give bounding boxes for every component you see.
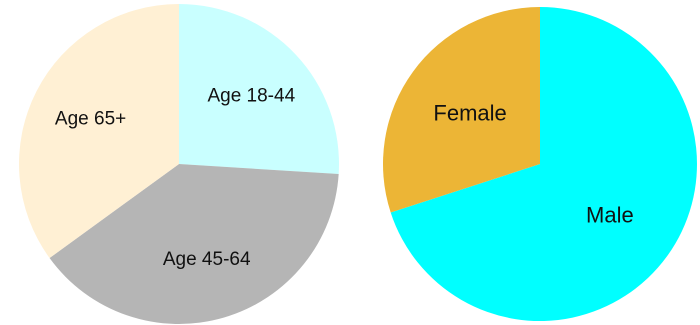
gender-slice-male bbox=[390, 7, 697, 322]
age-slice-age-18-44 bbox=[179, 4, 339, 175]
gender-label-male: Male bbox=[586, 202, 634, 227]
gender-pie-chart: Male Female bbox=[350, 0, 700, 325]
age-pie-chart: Age 18-44 Age 45-64 Age 65+ bbox=[18, 4, 339, 324]
age-label-age-18-44: Age 18-44 bbox=[207, 86, 295, 107]
gender-slice-female bbox=[382, 7, 540, 213]
gender-pie-svg: Male Female bbox=[382, 7, 697, 322]
age-label-age-45-64: Age 45-64 bbox=[163, 249, 251, 270]
gender-label-female: Female bbox=[433, 101, 506, 126]
age-slice-age-45-64 bbox=[49, 164, 339, 324]
age-label-age-65: Age 65+ bbox=[55, 109, 126, 130]
age-slice-age-65 bbox=[18, 4, 179, 259]
age-pie-svg: Age 18-44 Age 45-64 Age 65+ bbox=[18, 4, 339, 324]
